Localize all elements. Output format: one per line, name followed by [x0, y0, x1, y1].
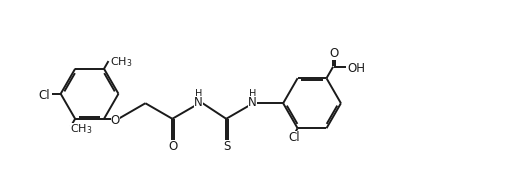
Text: H: H [195, 89, 203, 99]
Text: O: O [169, 140, 178, 153]
Text: N: N [194, 96, 203, 109]
Text: Cl: Cl [288, 131, 299, 144]
Text: OH: OH [348, 62, 366, 75]
Text: CH$_3$: CH$_3$ [110, 55, 132, 69]
Text: S: S [224, 140, 231, 153]
Text: O: O [329, 47, 339, 60]
Text: O: O [110, 114, 120, 127]
Text: N: N [248, 96, 257, 109]
Text: CH$_3$: CH$_3$ [69, 123, 92, 136]
Text: Cl: Cl [38, 89, 50, 102]
Text: H: H [249, 89, 256, 99]
